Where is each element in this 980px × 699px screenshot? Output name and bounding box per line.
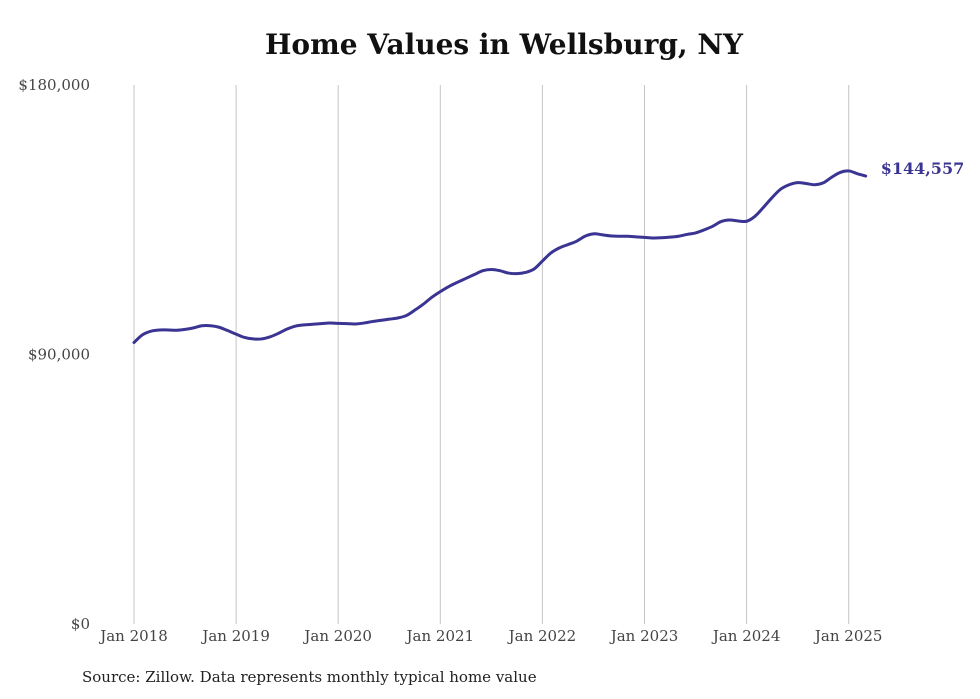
home-value-series-line xyxy=(132,169,868,345)
x-tick-label: Jan 2018 xyxy=(98,627,168,645)
x-axis-ticks: Jan 2018 Jan 2019 Jan 2020 Jan 2021 Jan 2022… xyxy=(98,627,882,645)
x-tick-label: Jan 2022 xyxy=(507,627,577,645)
x-tick-label: Jan 2019 xyxy=(200,627,270,645)
y-axis-ticks: $0 $90,000 $180,000 xyxy=(18,76,90,633)
chart-source-note: Source: Zillow. Data represents monthly … xyxy=(82,668,537,686)
x-tick-label: Jan 2023 xyxy=(609,627,679,645)
y-tick-label: $180,000 xyxy=(18,76,90,94)
grid-lines xyxy=(133,85,850,624)
x-tick-label: Jan 2025 xyxy=(813,627,883,645)
series-layer xyxy=(132,169,868,345)
y-tick-label: $0 xyxy=(71,615,90,633)
x-tick-label: Jan 2024 xyxy=(711,627,781,645)
y-tick-label: $90,000 xyxy=(28,346,90,364)
chart-title: Home Values in Wellsburg, NY xyxy=(264,28,744,61)
x-tick-label: Jan 2021 xyxy=(405,627,475,645)
x-tick-label: Jan 2020 xyxy=(302,627,372,645)
end-value-label: $144,557 xyxy=(881,159,965,178)
